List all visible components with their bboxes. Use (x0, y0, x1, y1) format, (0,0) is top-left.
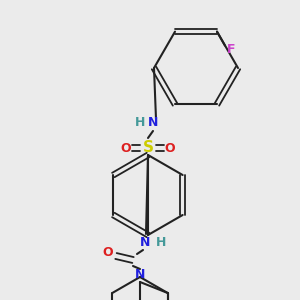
Text: S: S (142, 140, 154, 155)
Text: N: N (140, 236, 150, 248)
Text: O: O (121, 142, 131, 154)
Text: F: F (227, 43, 235, 56)
Text: N: N (135, 268, 145, 281)
Text: H: H (156, 236, 166, 248)
Text: N: N (148, 116, 158, 130)
Text: O: O (103, 245, 113, 259)
Text: O: O (165, 142, 175, 154)
Text: H: H (135, 116, 145, 130)
